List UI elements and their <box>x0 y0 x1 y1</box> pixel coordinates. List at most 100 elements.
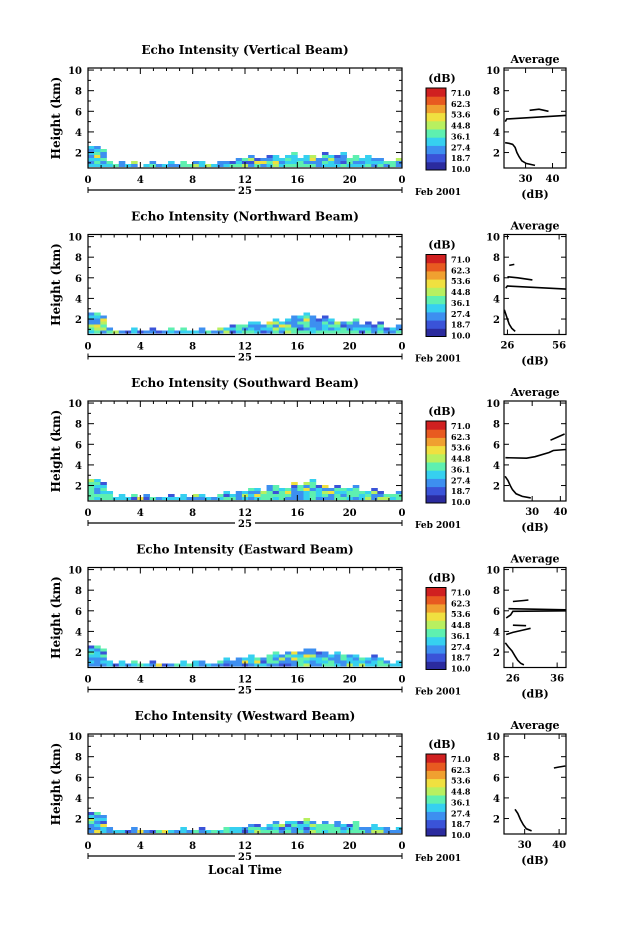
heatmap-cell <box>272 830 280 833</box>
heatmap-cell <box>315 827 323 830</box>
heatmap-cell <box>100 827 107 830</box>
heatmap-cell <box>235 497 243 500</box>
heatmap-cell <box>309 657 317 661</box>
heatmap-cell <box>88 315 95 319</box>
heatmap-cell <box>235 161 243 164</box>
heatmap-cell <box>192 660 200 664</box>
x-tick-label: 0 <box>399 342 406 353</box>
colorbar-unit: (dB) <box>428 239 455 252</box>
heatmap-cell <box>94 315 101 319</box>
profile-line <box>504 475 531 499</box>
profile-y-tick-label: 8 <box>493 753 500 764</box>
profile-line <box>550 433 565 441</box>
profile-frame <box>503 566 567 669</box>
heatmap-cell <box>340 663 347 667</box>
heatmap-cell <box>248 494 255 497</box>
heatmap-cell <box>334 654 341 658</box>
heatmap-cell <box>223 494 231 497</box>
heatmap-cell <box>389 830 397 833</box>
heatmap-cell <box>198 330 206 334</box>
heatmap-cell <box>118 663 126 667</box>
heatmap-cell <box>192 161 200 164</box>
heatmap-cell <box>285 318 292 322</box>
heatmap-cell <box>278 164 286 167</box>
day-label-bg <box>235 185 255 195</box>
heatmap-cell <box>241 491 249 494</box>
heatmap-cell <box>254 161 261 164</box>
heatmap-cell <box>297 158 304 161</box>
heatmap-cell <box>346 654 354 658</box>
heatmap-cell <box>235 827 243 830</box>
colorbar-unit: (dB) <box>428 72 455 85</box>
profile-title: Average <box>509 53 559 66</box>
y-tick-label: 8 <box>75 87 82 98</box>
heatmap-cell <box>328 827 335 830</box>
heatmap-cell <box>278 324 286 328</box>
heatmap-cell <box>291 663 298 667</box>
x-tick-label: 0 <box>85 175 92 186</box>
colorbar-swatch <box>426 153 446 163</box>
heatmap-cell <box>266 330 274 334</box>
heatmap-cell <box>346 158 354 161</box>
heatmap-cell <box>248 327 255 331</box>
profile-y-tick-label: 4 <box>493 794 500 805</box>
colorbar-unit: (dB) <box>428 738 455 751</box>
colorbar-swatch <box>426 429 446 438</box>
colorbar-swatch <box>426 120 446 130</box>
colorbar-tick-label: 62.3 <box>451 432 471 442</box>
heatmap-cell <box>340 327 347 331</box>
heatmap-cell <box>254 321 261 325</box>
colorbar-swatch <box>426 453 446 463</box>
heatmap-cell <box>248 827 255 830</box>
heatmap-cell <box>297 824 304 827</box>
colorbar-tick-label: 44.8 <box>451 287 471 297</box>
heatmap-cell <box>309 330 317 334</box>
x-tick-label: 12 <box>238 175 252 186</box>
profile-y-tick-label: 2 <box>493 815 500 826</box>
heatmap-cell <box>168 663 175 667</box>
heatmap-cell <box>192 494 200 497</box>
profile-x-tick-label: 40 <box>553 507 567 518</box>
heatmap-cell <box>254 660 261 664</box>
heatmap-cell <box>309 315 317 319</box>
heatmap-cell <box>309 497 317 500</box>
colorbar-tick-label: 71.0 <box>451 421 471 431</box>
heatmap-cell <box>297 497 304 500</box>
heatmap-cell <box>180 830 187 833</box>
colorbar-swatch <box>426 112 446 122</box>
heatmap-cell <box>352 824 360 827</box>
heatmap-cell <box>180 660 187 664</box>
heatmap-cell <box>88 327 95 331</box>
heatmap-cell <box>371 324 378 328</box>
heatmap-cell <box>303 158 311 161</box>
colorbar-swatch <box>426 437 446 447</box>
heatmap-cell <box>278 663 286 667</box>
heatmap-cell <box>88 330 95 334</box>
y-tick-label: 8 <box>75 586 82 597</box>
profile-x-tick-label: 30 <box>519 174 533 185</box>
colorbar-swatch <box>426 279 446 288</box>
panel-4: Echo Intensity (Westward Beam) 10 8 6 4 2 Heig… <box>49 709 567 877</box>
heatmap-cell <box>88 155 95 158</box>
colorbar-swatch <box>426 137 446 146</box>
heatmap-cell <box>260 497 267 500</box>
heatmap-cell <box>377 321 384 325</box>
heatmap-cell <box>88 158 95 161</box>
heatmap-cell <box>94 651 101 655</box>
y-tick-label: 10 <box>68 399 82 410</box>
date-label: Feb 2001 <box>415 355 461 365</box>
heatmap-cell <box>192 497 200 500</box>
heatmap-cell <box>168 830 175 833</box>
heatmap-cell <box>365 155 372 158</box>
profile-line <box>508 607 567 611</box>
heatmap-cell <box>315 485 323 488</box>
profile-x-axis-label: (dB) <box>521 688 548 701</box>
heatmap-cell <box>155 830 163 833</box>
heatmap-cell <box>383 164 391 167</box>
heatmap-cell <box>297 660 304 664</box>
heatmap-cell <box>180 827 187 830</box>
heatmap-cell <box>334 494 341 497</box>
heatmap-cell <box>383 660 391 664</box>
heatmap-cell <box>371 830 378 833</box>
heatmap-cell <box>352 660 360 664</box>
